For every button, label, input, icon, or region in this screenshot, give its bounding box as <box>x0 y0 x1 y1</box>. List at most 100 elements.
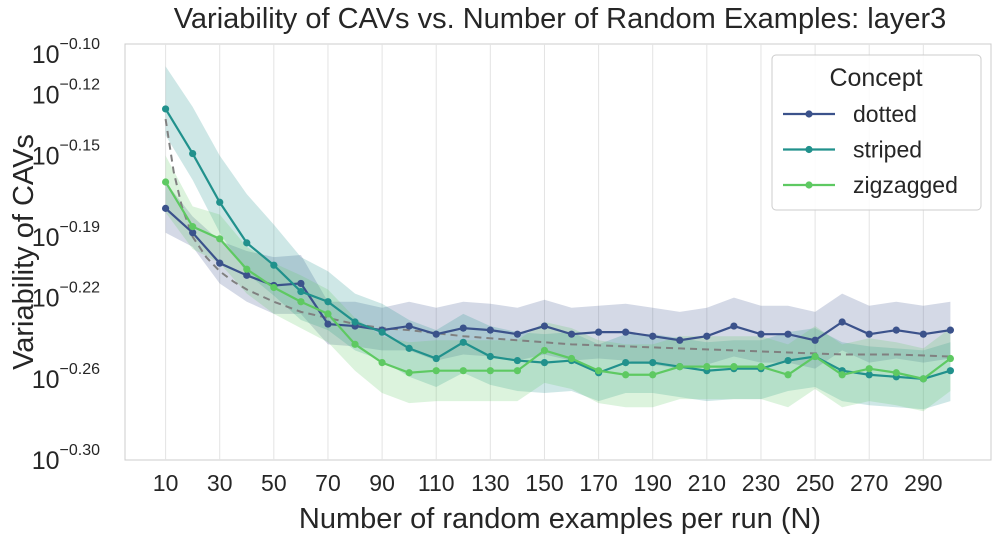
point-dotted <box>486 326 494 334</box>
x-tick-label: 290 <box>904 470 942 496</box>
point-zigzagged <box>594 367 603 375</box>
point-dotted <box>161 204 170 212</box>
x-tick-label: 230 <box>742 470 780 496</box>
point-zigzagged <box>297 298 305 306</box>
point-dotted <box>811 336 819 344</box>
point-zigzagged <box>892 369 900 377</box>
point-striped <box>432 354 440 363</box>
x-tick-label: 90 <box>369 470 395 496</box>
point-dotted <box>649 332 657 340</box>
point-dotted <box>622 328 630 336</box>
point-dotted <box>513 330 522 338</box>
y-tick-label: 10−0.10 <box>32 36 100 69</box>
legend-label-striped: striped <box>853 137 922 163</box>
x-tick-label: 250 <box>796 470 834 496</box>
point-zigzagged <box>567 354 576 363</box>
line-dotted <box>164 207 951 342</box>
x-tick-label: 70 <box>315 470 341 496</box>
point-dotted <box>703 332 711 340</box>
point-zigzagged <box>378 358 386 367</box>
y-tick-label: 10−0.19 <box>32 219 100 252</box>
point-dotted <box>297 279 305 288</box>
point-striped <box>243 239 251 247</box>
point-zigzagged <box>270 283 278 292</box>
point-striped <box>784 356 792 365</box>
point-striped <box>378 328 386 336</box>
point-dotted <box>838 318 846 326</box>
point-striped <box>622 358 630 367</box>
legend: Concept dotted striped zigzagged <box>771 54 982 211</box>
point-striped <box>324 298 332 306</box>
point-dotted <box>459 324 467 332</box>
point-striped <box>216 198 224 206</box>
point-zigzagged <box>703 363 711 371</box>
point-striped <box>649 358 657 367</box>
point-zigzagged <box>432 367 440 375</box>
y-axis-label: Variability of CAVs <box>8 134 40 370</box>
point-zigzagged <box>405 369 413 377</box>
legend-title: Concept <box>829 64 922 92</box>
point-zigzagged <box>649 371 657 379</box>
x-tick-label: 110 <box>418 470 455 496</box>
point-zigzagged <box>189 223 197 231</box>
point-dotted <box>892 326 900 334</box>
legend-marker-zigzagged <box>805 181 813 189</box>
point-dotted <box>594 328 603 336</box>
point-dotted <box>216 259 224 267</box>
point-striped <box>513 356 522 365</box>
point-zigzagged <box>919 375 927 383</box>
legend-marker-striped <box>805 145 813 154</box>
point-striped <box>270 261 278 269</box>
chart-title: Variability of CAVs vs. Number of Random… <box>174 3 947 35</box>
point-striped <box>297 287 305 296</box>
point-zigzagged <box>243 265 251 273</box>
point-striped <box>486 352 494 361</box>
point-striped <box>865 371 873 379</box>
point-striped <box>405 344 413 352</box>
point-zigzagged <box>161 178 170 186</box>
point-dotted <box>865 330 873 338</box>
x-tick-labels: 10 30 50 70 90 110 130 150 170 190 210 230 250 270 290 <box>153 470 943 496</box>
y-tick-label: 10−0.15 <box>32 138 100 171</box>
x-tick-label: 150 <box>525 470 563 496</box>
point-zigzagged <box>757 363 765 371</box>
point-zigzagged <box>486 367 494 375</box>
legend-label-zigzagged: zigzagged <box>853 172 958 198</box>
point-zigzagged <box>459 367 467 375</box>
point-zigzagged <box>676 363 684 371</box>
point-zigzagged <box>513 367 522 375</box>
point-zigzagged <box>216 235 224 243</box>
point-dotted <box>757 330 765 338</box>
band-dotted <box>165 181 951 369</box>
point-zigzagged <box>784 371 792 379</box>
point-zigzagged <box>838 371 846 379</box>
legend-marker-dotted <box>805 110 813 118</box>
point-zigzagged <box>865 365 873 373</box>
x-tick-label: 270 <box>850 470 888 496</box>
legend-box <box>771 54 982 211</box>
point-dotted <box>730 322 738 330</box>
point-striped <box>351 318 359 326</box>
point-zigzagged <box>946 354 955 363</box>
point-zigzagged <box>622 371 630 379</box>
x-axis-label: Number of random examples per run (N) <box>299 503 821 535</box>
point-zigzagged <box>730 363 738 371</box>
point-dotted <box>432 330 440 338</box>
y-tick-label: 10−0.22 <box>32 280 100 313</box>
x-tick-label: 190 <box>634 470 672 496</box>
point-dotted <box>567 330 576 338</box>
point-dotted <box>919 330 927 338</box>
band-zigzagged <box>165 155 951 412</box>
point-dotted <box>405 322 413 330</box>
y-tick-label: 10−0.30 <box>32 442 100 475</box>
line-zigzagged <box>164 181 952 381</box>
point-striped <box>540 358 549 367</box>
y-tick-labels: 10−0.10 10−0.12 10−0.15 10−0.19 10−0.22 10−0.… <box>32 36 100 475</box>
y-tick-label: 10−0.12 <box>32 77 100 110</box>
x-tick-label: 170 <box>579 470 617 496</box>
series-lines <box>161 105 955 383</box>
point-dotted <box>189 229 197 237</box>
x-tick-label: 30 <box>207 470 233 496</box>
point-dotted <box>243 271 251 279</box>
